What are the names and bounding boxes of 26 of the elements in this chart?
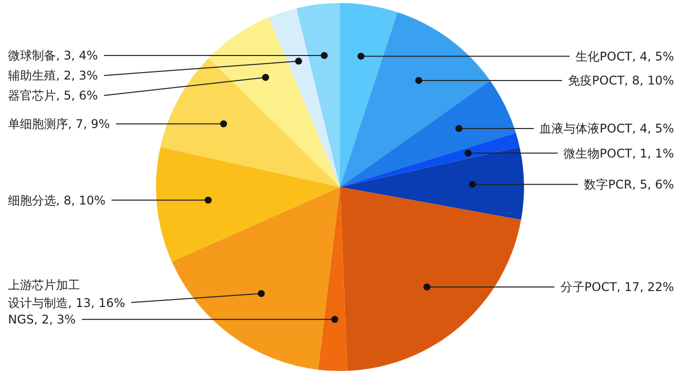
slice-label: 单细胞测序, 7, 9%	[8, 117, 110, 132]
pie-slice	[160, 58, 340, 187]
slice-label: 上游芯片加工设计与制造, 13, 16%	[8, 278, 126, 310]
slice-label: 辅助生殖, 2, 3%	[8, 68, 98, 83]
pie-slice	[318, 187, 348, 371]
slice-label: 分子POCT, 17, 22%	[560, 280, 674, 294]
pie-slice	[172, 187, 340, 370]
pie-slice	[340, 12, 490, 187]
slice-label: 免疫POCT, 8, 10%	[568, 74, 674, 88]
pie-slice	[340, 132, 520, 187]
pie-slice	[340, 147, 524, 220]
slice-label: 微生物POCT, 1, 1%	[564, 146, 674, 160]
pie-slice	[340, 80, 516, 187]
pie-slice	[156, 147, 340, 262]
slice-label: 器官芯片, 5, 6%	[8, 88, 98, 103]
pie-slice	[296, 3, 340, 187]
pie-slice	[340, 187, 522, 371]
slice-label: 血液与体液POCT, 4, 5%	[540, 122, 674, 136]
slice-label: 数字PCR, 5, 6%	[584, 178, 674, 192]
pie-slice	[340, 3, 398, 187]
pie-slice	[268, 8, 340, 187]
pie-slice	[208, 17, 340, 187]
slice-label: NGS, 2, 3%	[8, 312, 76, 327]
slice-label: 微球制备, 3, 4%	[8, 48, 98, 63]
slice-label: 细胞分选, 8, 10%	[8, 193, 106, 208]
slice-label: 生化POCT, 4, 5%	[576, 49, 674, 64]
